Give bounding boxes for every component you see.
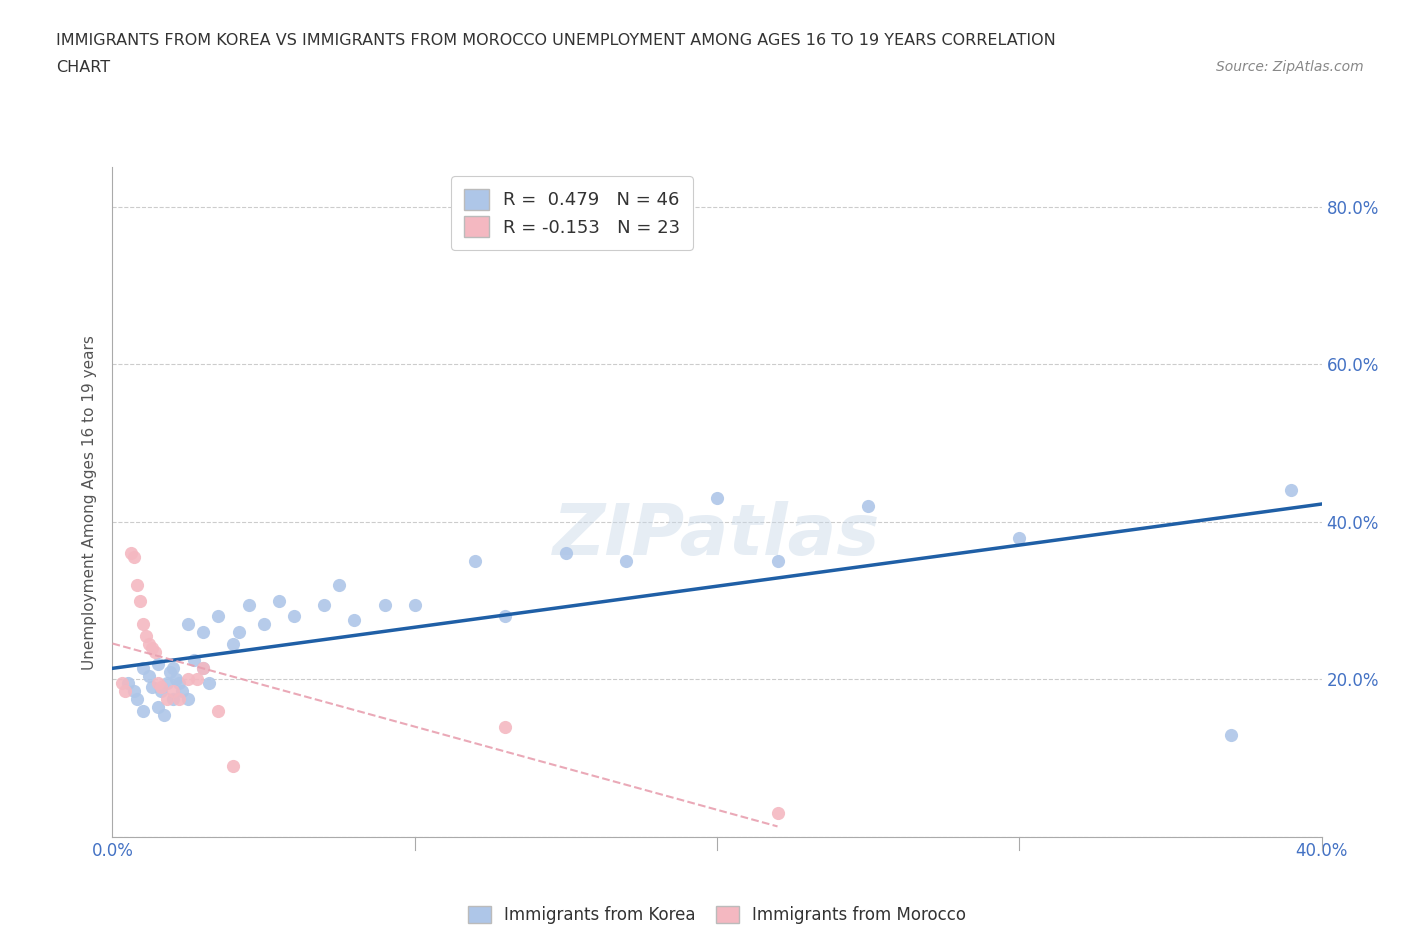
Point bbox=[132, 617, 155, 631]
Point bbox=[554, 546, 576, 561]
Point bbox=[128, 593, 150, 608]
Point bbox=[207, 703, 229, 718]
Point bbox=[162, 692, 184, 707]
Point bbox=[122, 684, 145, 698]
Point bbox=[159, 664, 181, 679]
Point bbox=[114, 684, 136, 698]
Text: Source: ZipAtlas.com: Source: ZipAtlas.com bbox=[1216, 60, 1364, 74]
Point bbox=[198, 676, 221, 691]
Legend: Immigrants from Korea, Immigrants from Morocco: Immigrants from Korea, Immigrants from M… bbox=[461, 899, 973, 930]
Point bbox=[328, 578, 350, 592]
Point bbox=[228, 625, 250, 640]
Point bbox=[856, 498, 880, 513]
Text: IMMIGRANTS FROM KOREA VS IMMIGRANTS FROM MOROCCO UNEMPLOYMENT AMONG AGES 16 TO 1: IMMIGRANTS FROM KOREA VS IMMIGRANTS FROM… bbox=[56, 33, 1056, 47]
Point bbox=[222, 636, 245, 651]
Point bbox=[149, 684, 172, 698]
Point bbox=[141, 641, 163, 656]
Point bbox=[122, 550, 145, 565]
Point bbox=[238, 597, 260, 612]
Point bbox=[464, 554, 486, 569]
Point bbox=[1279, 483, 1302, 498]
Point bbox=[191, 660, 214, 675]
Point bbox=[706, 491, 728, 506]
Point bbox=[186, 672, 208, 687]
Point bbox=[162, 660, 184, 675]
Point bbox=[167, 676, 190, 691]
Point bbox=[156, 692, 179, 707]
Text: CHART: CHART bbox=[56, 60, 110, 75]
Point bbox=[766, 806, 789, 821]
Y-axis label: Unemployment Among Ages 16 to 19 years: Unemployment Among Ages 16 to 19 years bbox=[82, 335, 97, 670]
Point bbox=[343, 613, 366, 628]
Point bbox=[125, 692, 148, 707]
Point bbox=[222, 759, 245, 774]
Point bbox=[132, 660, 155, 675]
Point bbox=[110, 676, 132, 691]
Point bbox=[125, 578, 148, 592]
Point bbox=[191, 660, 214, 675]
Point bbox=[177, 672, 200, 687]
Point bbox=[120, 546, 142, 561]
Point bbox=[283, 609, 305, 624]
Point bbox=[146, 657, 169, 671]
Point bbox=[165, 672, 187, 687]
Point bbox=[314, 597, 336, 612]
Point bbox=[149, 680, 172, 695]
Point bbox=[138, 636, 160, 651]
Point bbox=[138, 668, 160, 683]
Point bbox=[135, 629, 157, 644]
Point bbox=[117, 676, 139, 691]
Point bbox=[267, 593, 290, 608]
Point bbox=[162, 684, 184, 698]
Point bbox=[1220, 727, 1243, 742]
Point bbox=[146, 676, 169, 691]
Point bbox=[183, 652, 205, 667]
Point bbox=[191, 625, 214, 640]
Point bbox=[1008, 530, 1031, 545]
Point bbox=[167, 692, 190, 707]
Point bbox=[495, 609, 517, 624]
Point bbox=[153, 708, 176, 723]
Point bbox=[495, 719, 517, 734]
Point bbox=[404, 597, 426, 612]
Point bbox=[132, 703, 155, 718]
Point bbox=[253, 617, 276, 631]
Point bbox=[616, 554, 638, 569]
Point bbox=[766, 554, 789, 569]
Point bbox=[207, 609, 229, 624]
Point bbox=[177, 692, 200, 707]
Point bbox=[141, 680, 163, 695]
Point bbox=[177, 617, 200, 631]
Point bbox=[374, 597, 396, 612]
Point bbox=[170, 684, 193, 698]
Point bbox=[143, 644, 166, 659]
Text: ZIPatlas: ZIPatlas bbox=[554, 501, 880, 570]
Point bbox=[156, 676, 179, 691]
Point bbox=[146, 699, 169, 714]
